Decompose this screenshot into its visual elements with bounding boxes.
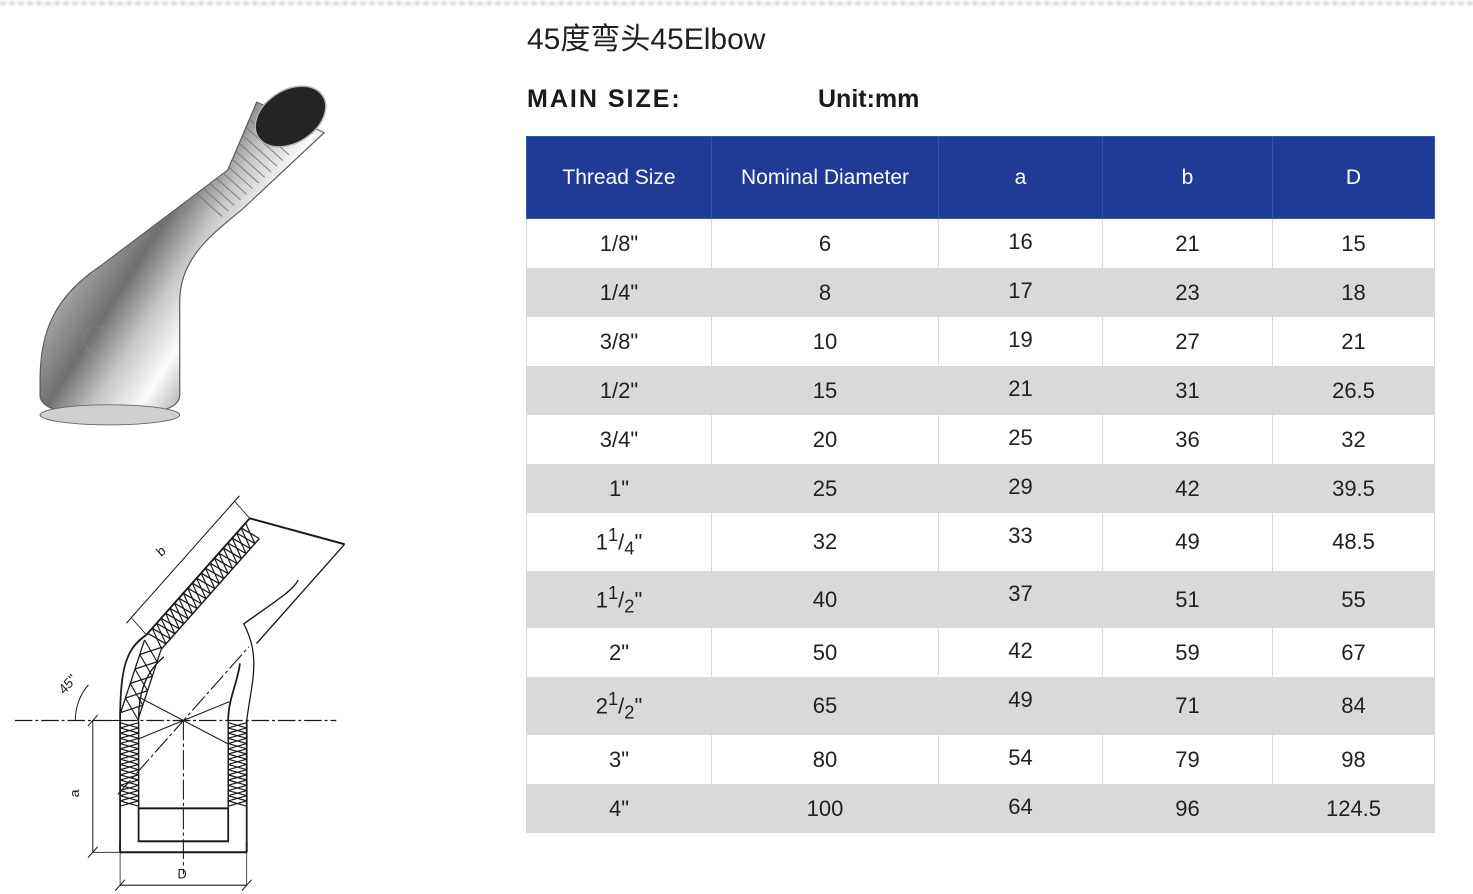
svg-text:a: a	[68, 789, 82, 797]
svg-text:45": 45"	[56, 671, 79, 697]
svg-text:b: b	[154, 543, 169, 560]
svg-text:D: D	[178, 866, 187, 882]
